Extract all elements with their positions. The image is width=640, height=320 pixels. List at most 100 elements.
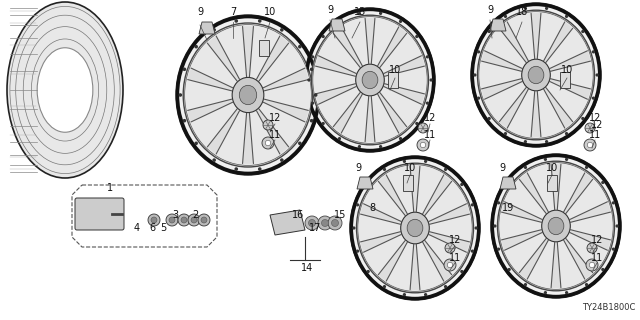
Circle shape (298, 141, 301, 145)
Polygon shape (360, 232, 401, 252)
Circle shape (195, 45, 198, 48)
Circle shape (587, 243, 597, 253)
Circle shape (565, 291, 568, 294)
Circle shape (321, 220, 328, 227)
Circle shape (280, 158, 284, 162)
Text: 3: 3 (172, 210, 178, 220)
Polygon shape (519, 173, 548, 213)
Circle shape (460, 183, 463, 186)
Circle shape (444, 168, 447, 171)
Circle shape (169, 217, 175, 223)
Circle shape (612, 201, 615, 204)
Circle shape (166, 214, 178, 226)
Circle shape (314, 93, 317, 97)
Circle shape (504, 132, 507, 135)
Polygon shape (378, 241, 407, 281)
Polygon shape (263, 68, 308, 91)
Polygon shape (378, 175, 407, 215)
Circle shape (379, 12, 382, 15)
Polygon shape (365, 18, 375, 63)
Circle shape (473, 73, 477, 76)
Polygon shape (500, 177, 516, 189)
Circle shape (429, 78, 433, 82)
Text: TY24B1800C: TY24B1800C (582, 303, 635, 312)
Circle shape (584, 139, 596, 151)
Text: 18: 18 (516, 7, 528, 17)
Circle shape (321, 122, 325, 125)
Circle shape (418, 123, 428, 133)
Circle shape (198, 214, 210, 226)
Circle shape (148, 214, 160, 226)
Circle shape (586, 259, 598, 271)
Circle shape (358, 12, 361, 15)
Polygon shape (257, 36, 289, 81)
Circle shape (616, 224, 619, 228)
Text: 10: 10 (546, 163, 558, 173)
Bar (403, 175, 413, 191)
Circle shape (179, 93, 182, 97)
Circle shape (311, 55, 314, 59)
Circle shape (280, 28, 284, 32)
Polygon shape (378, 27, 406, 68)
Text: 9: 9 (197, 7, 203, 17)
Ellipse shape (37, 48, 93, 132)
Circle shape (447, 262, 452, 268)
Circle shape (234, 19, 238, 23)
Circle shape (358, 145, 361, 148)
Polygon shape (502, 202, 542, 222)
Circle shape (308, 220, 316, 227)
Circle shape (321, 35, 325, 38)
Polygon shape (188, 99, 233, 122)
Text: 1: 1 (107, 183, 113, 193)
Polygon shape (490, 19, 506, 31)
Bar (388, 72, 398, 88)
Bar (259, 40, 269, 56)
Polygon shape (481, 51, 522, 71)
Polygon shape (365, 97, 375, 142)
Ellipse shape (491, 154, 621, 298)
Text: 16: 16 (292, 210, 304, 220)
Text: 11: 11 (449, 253, 461, 263)
Polygon shape (570, 230, 611, 250)
Polygon shape (551, 164, 561, 210)
Polygon shape (531, 13, 541, 59)
Circle shape (444, 259, 456, 271)
Circle shape (565, 132, 568, 135)
Text: 11: 11 (591, 253, 603, 263)
Polygon shape (531, 92, 541, 137)
Circle shape (508, 268, 511, 271)
Circle shape (474, 226, 477, 230)
Polygon shape (360, 204, 401, 224)
Polygon shape (384, 84, 424, 104)
Circle shape (212, 158, 216, 162)
Polygon shape (207, 36, 239, 81)
Polygon shape (422, 241, 452, 281)
Circle shape (545, 7, 548, 10)
Circle shape (310, 68, 314, 71)
Circle shape (151, 217, 157, 223)
Circle shape (356, 203, 359, 206)
Circle shape (595, 73, 599, 76)
Text: 8: 8 (369, 203, 375, 213)
Circle shape (477, 50, 480, 53)
Circle shape (585, 123, 595, 133)
Ellipse shape (477, 10, 595, 140)
Polygon shape (410, 244, 420, 290)
Polygon shape (481, 79, 522, 99)
Circle shape (367, 183, 370, 186)
Ellipse shape (548, 217, 564, 235)
Text: 7: 7 (230, 7, 236, 17)
Polygon shape (422, 175, 452, 215)
Text: 9: 9 (327, 5, 333, 15)
Circle shape (352, 226, 356, 230)
Circle shape (188, 214, 200, 226)
Ellipse shape (350, 156, 480, 300)
Ellipse shape (313, 17, 428, 143)
Circle shape (305, 216, 319, 230)
Circle shape (601, 268, 604, 271)
Ellipse shape (239, 85, 257, 105)
Circle shape (263, 120, 273, 130)
Circle shape (581, 30, 584, 33)
Circle shape (565, 15, 568, 18)
Polygon shape (570, 202, 611, 222)
